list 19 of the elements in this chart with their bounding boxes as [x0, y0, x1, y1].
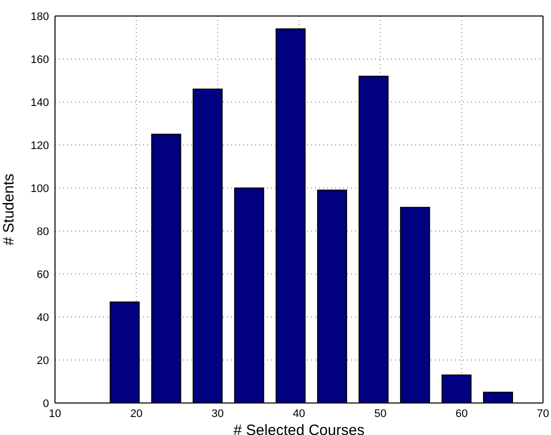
- y-axis-title: # Students: [0, 174, 18, 246]
- x-tick-label: 10: [48, 408, 62, 420]
- x-axis-title: # Selected Courses: [234, 422, 364, 435]
- x-tick-label: 40: [292, 408, 306, 420]
- x-tick-label: 30: [212, 408, 224, 420]
- y-tick-label: 20: [36, 354, 49, 367]
- y-tick-label: 100: [30, 182, 49, 195]
- y-tick-label: 80: [36, 226, 49, 238]
- y-tick-label: 40: [36, 312, 49, 324]
- x-tick-label: 70: [536, 408, 550, 420]
- x-tick-label: 60: [456, 408, 468, 420]
- y-tick-label: 160: [30, 54, 49, 66]
- x-tick-label: 50: [374, 408, 386, 420]
- x-tick-label: 20: [130, 408, 142, 420]
- y-tick-label: 0: [42, 398, 49, 410]
- y-tick-label: 60: [36, 268, 49, 281]
- y-tick-label: 120: [30, 140, 49, 152]
- y-tick-label: 180: [30, 10, 49, 23]
- y-tick-label: 140: [30, 96, 49, 109]
